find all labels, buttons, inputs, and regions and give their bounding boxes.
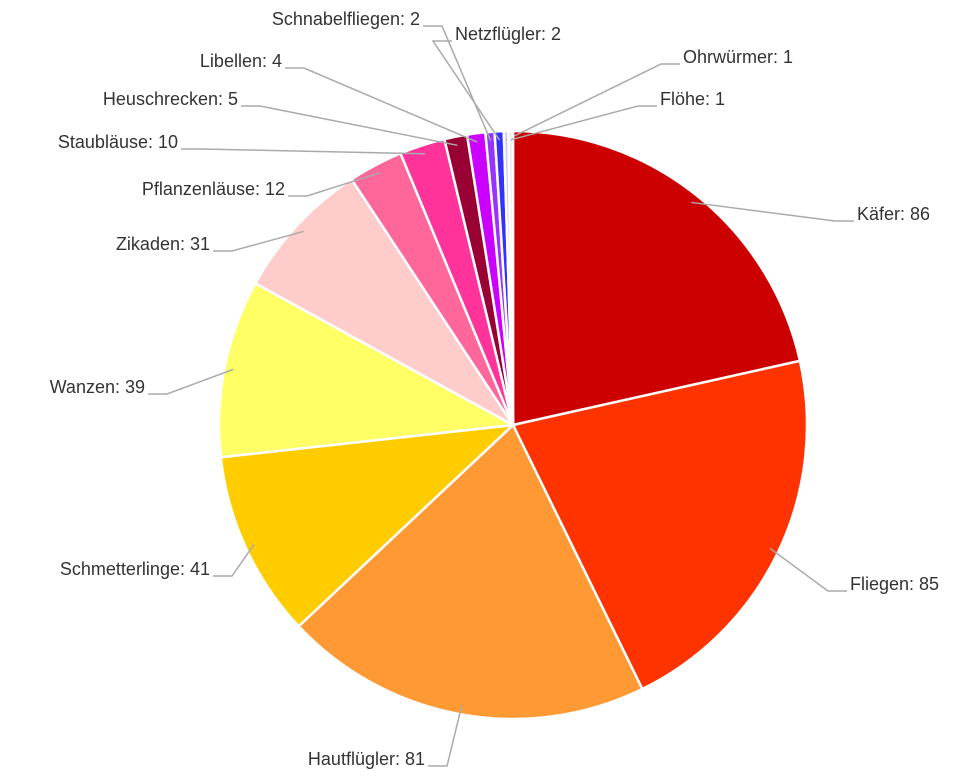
leader-line bbox=[285, 67, 478, 143]
leader-line bbox=[148, 368, 234, 395]
slice-label: Schnabelfliegen: 2 bbox=[272, 9, 420, 29]
leader-line bbox=[213, 543, 255, 577]
slice-label: Schmetterlinge: 41 bbox=[60, 559, 210, 579]
slice-label: Staubläuse: 10 bbox=[58, 132, 178, 152]
pie-slice bbox=[507, 129, 515, 426]
leader-line bbox=[505, 63, 680, 141]
slice-label: Hautflügler: 81 bbox=[308, 749, 425, 769]
leader-line bbox=[288, 172, 380, 197]
slice-label: Libellen: 4 bbox=[200, 51, 282, 71]
leader-line bbox=[213, 230, 304, 252]
leader-line bbox=[691, 201, 854, 222]
leader-line bbox=[769, 547, 847, 592]
slice-label: Ohrwürmer: 1 bbox=[683, 47, 793, 67]
slice-label: Netzflügler: 2 bbox=[455, 24, 561, 44]
pie-slice bbox=[511, 359, 809, 691]
pie-slice bbox=[219, 423, 517, 629]
leader-line bbox=[431, 40, 501, 141]
leader-line bbox=[181, 148, 425, 155]
leader-line bbox=[241, 105, 458, 147]
pie-slice bbox=[217, 281, 518, 459]
leader-line bbox=[510, 105, 657, 141]
slice-label: Fliegen: 85 bbox=[850, 574, 939, 594]
pie-slice bbox=[511, 129, 802, 427]
slice-label: Pflanzenläuse: 12 bbox=[142, 179, 285, 199]
slice-label: Heuschrecken: 5 bbox=[103, 89, 238, 109]
slice-label: Wanzen: 39 bbox=[50, 377, 145, 397]
leader-line bbox=[428, 705, 463, 767]
slice-label: Zikaden: 31 bbox=[116, 234, 210, 254]
slice-label: Flöhe: 1 bbox=[660, 89, 725, 109]
slice-label: Käfer: 86 bbox=[857, 204, 930, 224]
